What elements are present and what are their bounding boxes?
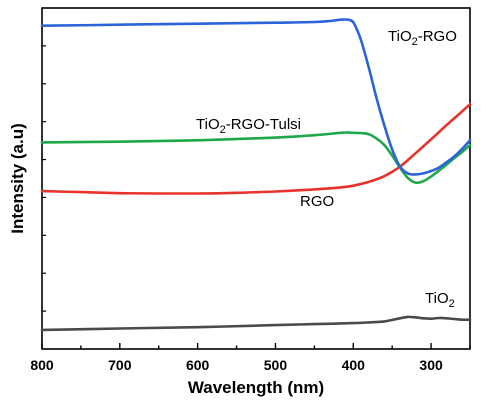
x-tick-label: 400 bbox=[342, 357, 366, 373]
series-label-tio2-rgo-tulsi: TiO2-RGO-Tulsi bbox=[196, 116, 301, 136]
series-line-tio2 bbox=[40, 315, 472, 332]
x-tick-label: 500 bbox=[264, 357, 288, 373]
x-tick-label: 700 bbox=[108, 357, 132, 373]
x-ticks: 800 700 600 500 400 300 bbox=[30, 343, 471, 373]
series-line-rgo bbox=[40, 102, 472, 195]
series-line-tio2-rgo-tulsi bbox=[40, 131, 472, 185]
x-axis-title: Wavelength (nm) bbox=[188, 378, 324, 397]
series-lines bbox=[40, 18, 472, 332]
series-label-tio2: TiO2 bbox=[425, 290, 455, 310]
plot-frame bbox=[41, 7, 471, 350]
series-label-rgo: RGO bbox=[300, 193, 334, 210]
series-labels: TiO2-RGO TiO2-RGO-Tulsi RGO TiO2 bbox=[196, 28, 457, 310]
x-tick-label: 800 bbox=[30, 357, 54, 373]
x-tick-label: 600 bbox=[186, 357, 210, 373]
series-line-tio2-rgo bbox=[40, 18, 472, 176]
plot-border bbox=[41, 7, 471, 350]
y-axis-title: Intensity (a.u) bbox=[8, 123, 27, 234]
x-tick-label: 300 bbox=[419, 357, 443, 373]
series-label-tio2-rgo: TiO2-RGO bbox=[388, 28, 457, 48]
